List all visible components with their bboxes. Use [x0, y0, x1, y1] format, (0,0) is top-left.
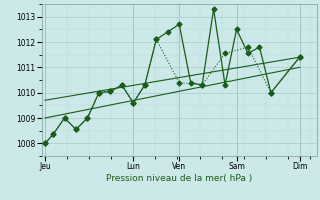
X-axis label: Pression niveau de la mer( hPa ): Pression niveau de la mer( hPa )	[106, 174, 252, 183]
